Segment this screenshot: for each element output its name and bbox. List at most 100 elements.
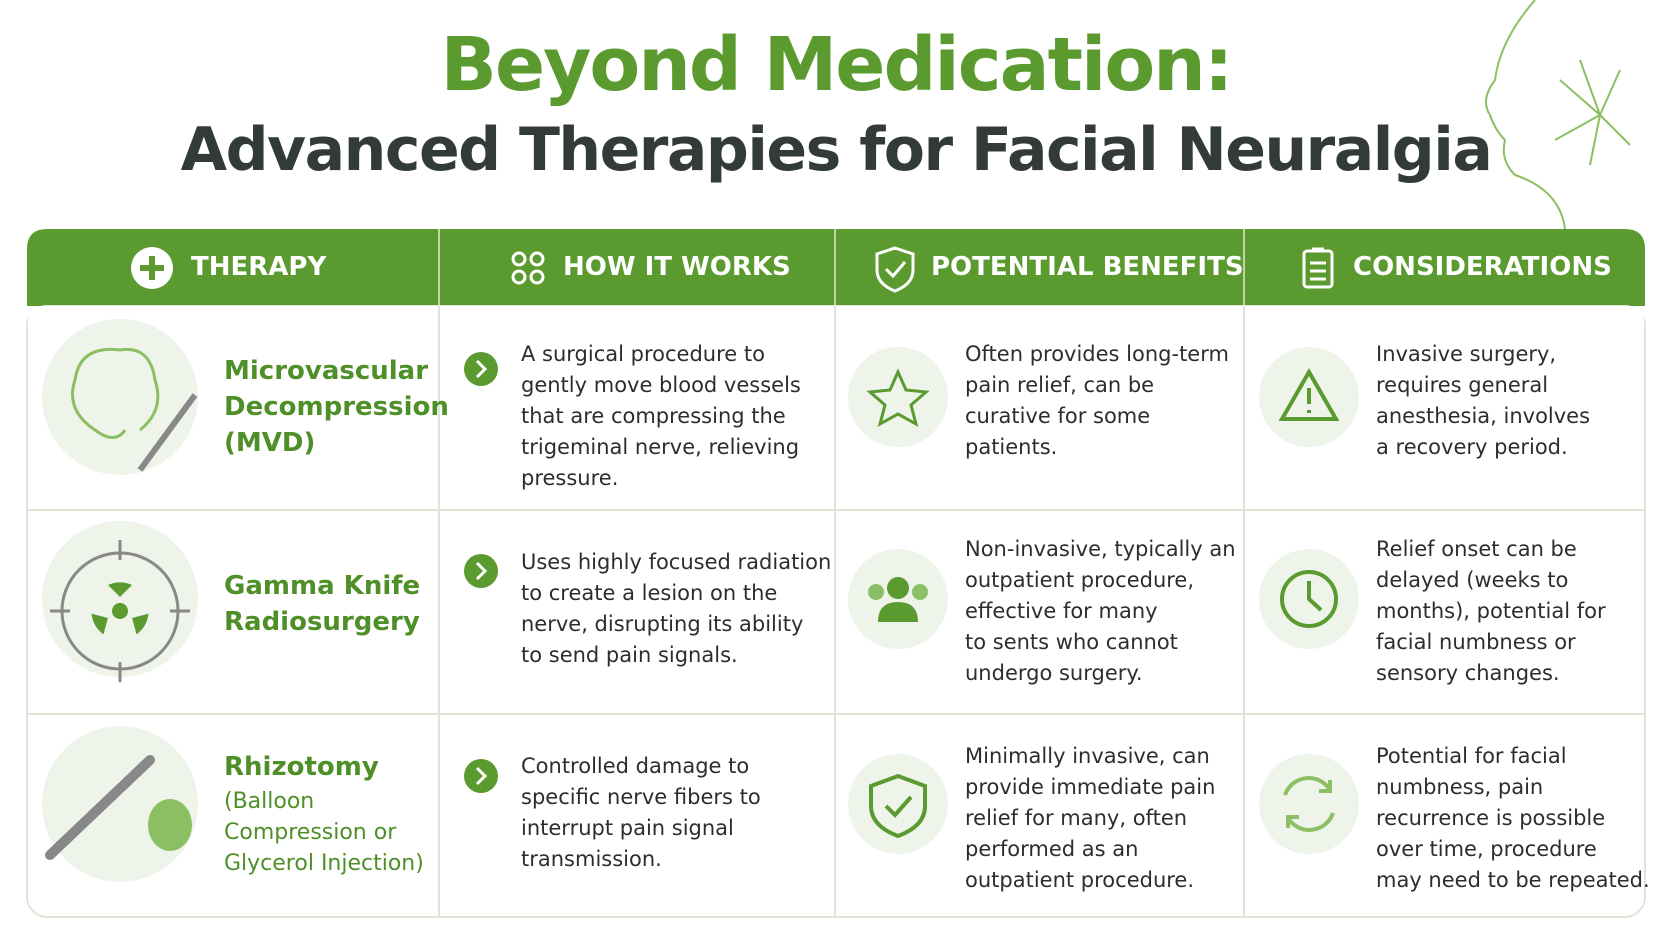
text-line: gently move blood vessels [521,373,801,397]
chevron [475,561,488,581]
therapy-note: (Balloon Compression or Glycerol Injection… [224,786,424,879]
text-line: sensory changes. [1376,661,1560,685]
text-line: recurrence is possible [1376,806,1606,830]
text-line: pain relief, can be [965,373,1155,397]
shield-icon [875,246,915,293]
syringe-icon [45,755,155,860]
column-header: HOW IT WORKS [563,252,791,282]
text-line: to sents who cannot [965,630,1178,654]
gear-icon [511,269,527,285]
clipboard-icon [1302,249,1334,289]
chevron-bg [464,352,498,386]
text-line: a recovery period. [1376,435,1568,459]
face-outline [1485,0,1566,230]
text-line: performed as an [965,837,1139,861]
benefits: Often provides long-term pain relief, can… [965,339,1229,463]
text-line: Compression or [224,820,397,845]
text-line: pressure. [521,466,619,490]
text-line: curative for some [965,404,1151,428]
text-line: may need to be repeated. [1376,868,1650,892]
text-line: Microvascular [224,356,429,386]
gear-icon [529,251,545,267]
text-line: Minimally invasive, can [965,744,1210,768]
surgical-tool [137,393,198,472]
text-line: anesthesia, involves [1376,404,1591,428]
therapy-icon-bg [42,521,198,677]
star-icon [866,368,930,428]
shield-check-icon [869,773,927,839]
text-line: outpatient procedure, [965,568,1195,592]
text-line: specific nerve fibers to [521,785,761,809]
text-line: trigeminal nerve, relieving [521,435,800,459]
text-line: transmission. [521,847,662,871]
people-icon [887,577,909,599]
text-line: Controlled damage to [521,754,750,778]
text-line: Often provides long-term [965,342,1229,366]
text-line: undergo surgery. [965,661,1143,685]
brain-icon [71,347,160,439]
text-line: Uses highly focused radiation [521,550,832,574]
therapy-name: Rhizotomy [224,749,379,785]
text-line: Invasive surgery, [1376,342,1557,366]
text-line: effective for many [965,599,1158,623]
text-line: Radiosurgery [224,607,420,637]
radiation-blade [132,613,149,635]
benefit-icon-bg [848,754,948,854]
text-line: numbness, pain [1376,775,1544,799]
text-line: Gamma Knife [224,571,421,601]
text-line: (MVD) [224,428,316,458]
radiation-blade [108,582,132,597]
chevron-bg [464,759,498,793]
people-icon [868,584,884,600]
text-line: Glycerol Injection) [224,851,424,876]
gear-icon [511,251,527,267]
chevron-bg [464,554,498,588]
text-line: interrupt pain signal [521,816,734,840]
consideration-icon-bg [1259,754,1359,854]
plus-sign [140,256,164,280]
text-line: patients. [965,435,1058,459]
text-line: outpatient procedure. [965,868,1195,892]
subtitle: Advanced Therapies for Facial Neuralgia [180,115,1493,185]
people-body [878,602,918,622]
text-line: to send pain signals. [521,643,738,667]
text-line: provide immediate pain [965,775,1216,799]
gear-icon [529,269,545,285]
text-line: A surgical procedure to [521,342,765,366]
title: Beyond Medication: [440,22,1234,108]
text-line: months), potential for [1376,599,1606,623]
column-header: THERAPY [191,252,327,282]
column-header: POTENTIAL BENEFITS [931,252,1244,282]
considerations: Invasive surgery, requires general anesthe… [1376,339,1590,463]
nerve-branches [1554,59,1631,166]
considerations: Relief onset can be delayed (weeks to mont… [1376,534,1606,689]
text-line: Relief onset can be [1376,537,1577,561]
clock-hands [1307,581,1323,612]
benefit-icon-bg [848,347,948,447]
text-line: to create a lesion on the [521,581,778,605]
clipboard-lines [1310,247,1326,281]
therapy-icon-bg [42,319,198,475]
text-line: Rhizotomy [224,752,379,782]
radiation-blade [91,613,108,635]
radiation-center [112,603,128,619]
text-line: delayed (weeks to [1376,568,1569,592]
benefits: Non-invasive, typically an outpatient pro… [965,534,1236,689]
column-header: CONSIDERATIONS [1353,252,1612,282]
refresh-icon [1283,776,1335,832]
text-line: relief for many, often [965,806,1188,830]
warning-icon [1278,367,1340,421]
text-line: facial numbness or [1376,630,1576,654]
text-line: (Balloon [224,789,315,814]
considerations: Potential for facial numbness, pain recurr… [1376,741,1650,896]
text-line: requires general [1376,373,1549,397]
therapy-name: Gamma Knife Radiosurgery [224,568,420,640]
target-ticks [50,540,190,682]
how-it-works: Controlled damage to specific nerve fiber… [521,751,761,875]
chevron [475,359,488,379]
balloon-icon [148,799,192,851]
text-line: Non-invasive, typically an [965,537,1236,561]
text-line: that are compressing the [521,404,786,428]
